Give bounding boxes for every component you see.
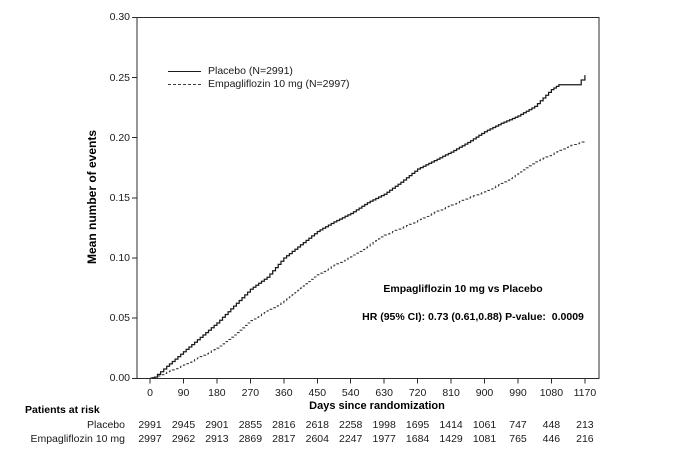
- y-axis-ticks: [131, 16, 137, 379]
- risk-count-cell: 2945: [171, 419, 196, 431]
- risk-count-cell: 2817: [272, 433, 296, 445]
- risk-count-cell: 1429: [439, 433, 463, 445]
- risk-count-cell: 2997: [138, 433, 162, 445]
- y-tick-label: 0.20: [109, 131, 130, 144]
- y-tick-label: 0.00: [109, 372, 130, 385]
- x-tick-label: 1170: [573, 387, 597, 399]
- x-tick-label: 990: [509, 387, 527, 399]
- annotation-comparison: Empagliflozin 10 mg vs Placebo: [383, 283, 543, 295]
- series-line-placebo: [150, 75, 586, 379]
- risk-count-cell: 747: [509, 419, 527, 431]
- risk-count-cell: 1977: [372, 433, 396, 445]
- x-tick-label: 900: [475, 387, 494, 399]
- y-axis-title: Mean number of events: [85, 129, 99, 265]
- risk-row-label-empagliflozin: Empagliflozin 10 mg: [30, 433, 125, 445]
- risk-count-cell: 2869: [238, 433, 263, 445]
- risk-count-cell: 216: [576, 433, 594, 445]
- x-tick-label: 630: [375, 387, 393, 399]
- series-lines: [150, 75, 586, 379]
- risk-count-cell: 1081: [472, 433, 497, 445]
- risk-count-cell: 1414: [439, 419, 463, 431]
- risk-count-cell: 2913: [205, 433, 229, 445]
- x-tick-label: 0: [147, 387, 153, 399]
- risk-count-cell: 448: [542, 419, 561, 431]
- x-tick-label: 720: [408, 387, 427, 399]
- risk-count-cell: 2604: [305, 433, 329, 445]
- legend-label: Empagliflozin 10 mg (N=2997): [208, 78, 350, 91]
- risk-count-cell: 2258: [339, 419, 363, 431]
- risk-count-cell: 2816: [272, 419, 296, 431]
- solid-line-icon: [168, 70, 201, 72]
- risk-count-cell: 765: [509, 433, 527, 445]
- risk-count-cell: 2991: [138, 419, 162, 431]
- risk-count-cell: 2247: [339, 433, 363, 445]
- risk-count-cell: 1684: [405, 433, 430, 445]
- legend: Placebo (N=2991) Empagliflozin 10 mg (N=…: [168, 65, 350, 91]
- y-tick-label: 0.25: [109, 71, 130, 84]
- x-axis-ticks: [149, 378, 586, 384]
- risk-count-cell: 2901: [205, 419, 229, 431]
- legend-item-placebo: Placebo (N=2991): [168, 65, 350, 78]
- x-tick-label: 180: [208, 387, 226, 399]
- risk-count-cell: 2855: [238, 419, 263, 431]
- x-tick-label: 450: [308, 387, 327, 399]
- x-tick-label: 360: [275, 387, 293, 399]
- legend-item-empagliflozin: Empagliflozin 10 mg (N=2997): [168, 78, 350, 91]
- patients-at-risk-header: Patients at risk: [25, 404, 100, 416]
- x-tick-label: 90: [177, 387, 190, 399]
- y-tick-label: 0.10: [109, 252, 130, 264]
- legend-label: Placebo (N=2991): [208, 65, 293, 78]
- annotation-hr-pvalue: HR (95% CI): 0.73 (0.61,0.88) P-value: 0…: [362, 311, 584, 323]
- risk-count-cell: 213: [576, 419, 594, 431]
- risk-count-cell: 1061: [472, 419, 497, 431]
- series-line-empagliflozin: [150, 141, 586, 379]
- dashed-line-icon: [168, 83, 201, 85]
- x-tick-label: 270: [241, 387, 260, 399]
- y-tick-label: 0.05: [109, 312, 130, 325]
- risk-count-cell: 2618: [305, 419, 329, 431]
- risk-count-cell: 2962: [171, 433, 196, 445]
- y-tick-label: 0.15: [109, 191, 130, 204]
- risk-count-cell: 446: [542, 433, 561, 445]
- x-tick-label: 810: [442, 387, 460, 399]
- x-tick-label: 540: [341, 387, 360, 399]
- x-axis-title: Days since randomization: [309, 400, 445, 412]
- risk-count-cell: 1998: [372, 419, 396, 431]
- x-tick-label: 1080: [539, 387, 564, 399]
- y-tick-label: 0.30: [109, 11, 130, 24]
- risk-row-label-placebo: Placebo: [87, 419, 125, 431]
- risk-count-cell: 1695: [405, 419, 430, 431]
